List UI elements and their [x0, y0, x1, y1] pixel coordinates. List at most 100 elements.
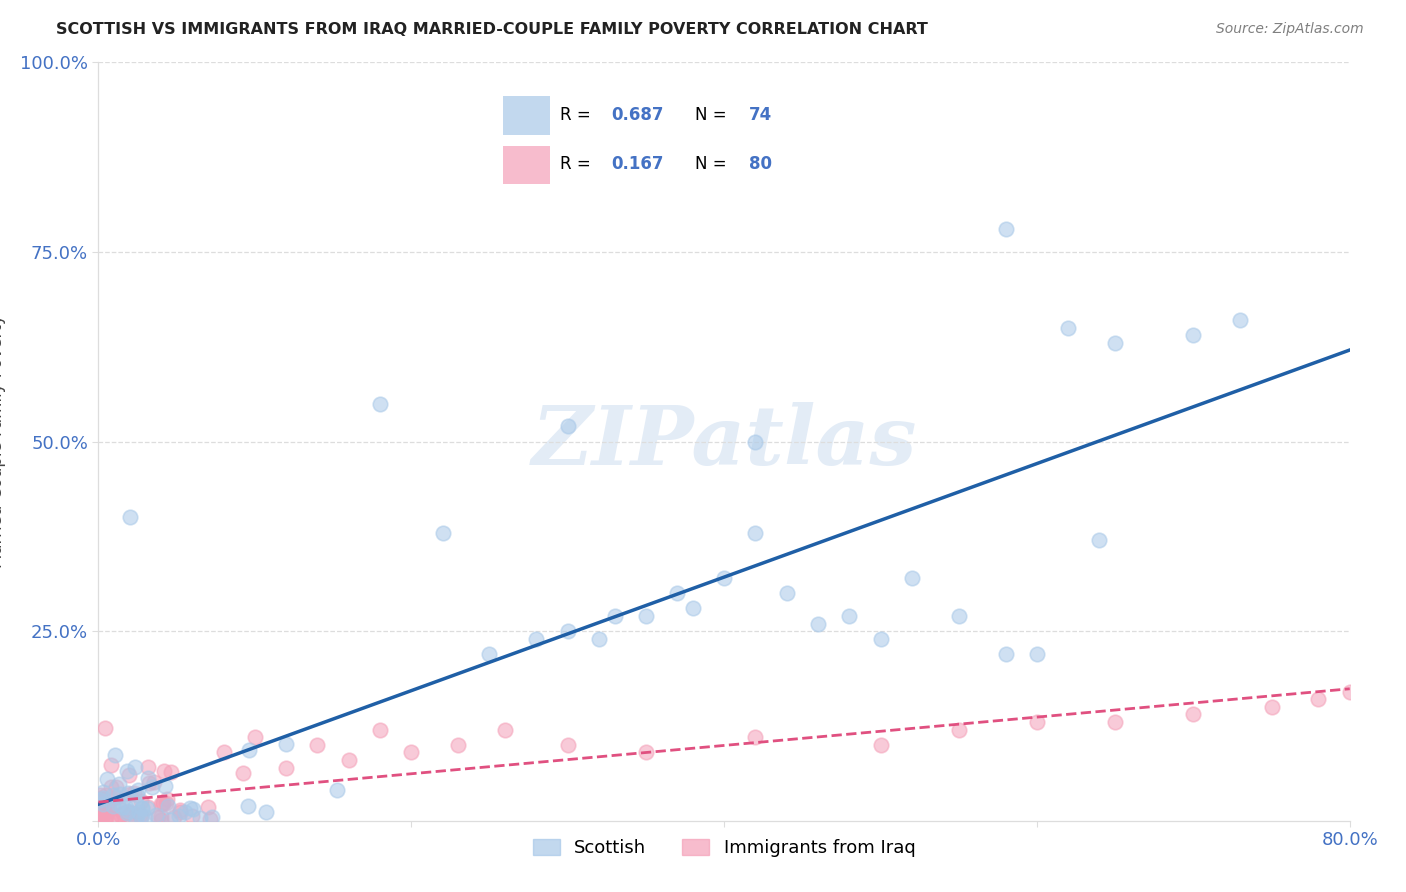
Point — [274, 760, 298, 774]
Point — [89, 813, 111, 827]
Point — [869, 738, 891, 752]
Point — [93, 785, 115, 799]
Point — [156, 799, 179, 814]
Point — [110, 807, 132, 822]
Point — [744, 434, 766, 449]
Point — [104, 747, 127, 762]
Point — [118, 787, 141, 801]
Point — [994, 222, 1017, 236]
Text: SCOTTISH VS IMMIGRANTS FROM IRAQ MARRIED-COUPLE FAMILY POVERTY CORRELATION CHART: SCOTTISH VS IMMIGRANTS FROM IRAQ MARRIED… — [56, 22, 928, 37]
Point — [128, 805, 150, 819]
Point — [117, 805, 139, 819]
Point — [201, 809, 224, 823]
Point — [179, 801, 201, 815]
Point — [155, 796, 177, 810]
Point — [150, 813, 173, 827]
Point — [152, 797, 174, 811]
Point — [557, 738, 579, 752]
Point — [93, 721, 115, 735]
Point — [776, 586, 799, 600]
Point — [634, 608, 657, 623]
Point — [1104, 335, 1126, 350]
Text: Source: ZipAtlas.com: Source: ZipAtlas.com — [1216, 22, 1364, 37]
Point — [94, 812, 117, 826]
Point — [160, 765, 183, 780]
Point — [134, 810, 156, 824]
Point — [94, 789, 117, 803]
Point — [368, 723, 391, 737]
Point — [243, 730, 266, 744]
Point — [145, 807, 167, 822]
Point — [181, 801, 204, 815]
Point — [129, 810, 152, 824]
Point — [838, 608, 860, 623]
Point — [101, 798, 124, 813]
Point — [89, 805, 111, 820]
Point — [666, 586, 689, 600]
Point — [131, 801, 153, 815]
Point — [129, 794, 152, 808]
Point — [169, 803, 191, 817]
Point — [713, 571, 735, 585]
Point — [1026, 715, 1049, 730]
Point — [557, 419, 579, 434]
Point — [125, 788, 148, 802]
Point — [90, 811, 112, 825]
Point — [149, 809, 172, 823]
Point — [125, 797, 148, 811]
Point — [1229, 313, 1251, 327]
Point — [1104, 715, 1126, 730]
Point — [115, 805, 138, 820]
Point — [135, 801, 157, 815]
Point — [103, 788, 125, 802]
Point — [118, 510, 141, 524]
Point — [634, 746, 657, 760]
Point — [1182, 707, 1205, 722]
Point — [89, 792, 111, 806]
Point — [1026, 647, 1049, 661]
Point — [900, 571, 922, 585]
Point — [1339, 685, 1361, 699]
Point — [274, 738, 297, 752]
Point — [96, 772, 118, 786]
Point — [97, 803, 120, 817]
Point — [93, 799, 115, 814]
Point — [97, 799, 120, 814]
Point — [948, 608, 970, 623]
Point — [447, 738, 470, 752]
Point — [146, 810, 169, 824]
Point — [111, 800, 134, 814]
Point — [136, 800, 159, 814]
Point — [152, 796, 174, 810]
Point — [153, 764, 176, 778]
Point — [89, 793, 111, 807]
Point — [807, 616, 830, 631]
Point — [117, 804, 139, 818]
Point — [90, 813, 112, 827]
Point — [238, 799, 260, 814]
Point — [337, 753, 360, 767]
Point — [125, 813, 148, 827]
Point — [478, 647, 501, 661]
Point — [167, 809, 190, 823]
Point — [117, 764, 139, 778]
Point — [127, 782, 149, 797]
Point — [117, 785, 139, 799]
Point — [994, 647, 1017, 661]
Point — [94, 811, 117, 825]
Point — [254, 805, 277, 820]
Text: ZIPatlas: ZIPatlas — [531, 401, 917, 482]
Point — [432, 525, 454, 540]
Point — [91, 797, 114, 811]
Point — [159, 813, 181, 827]
Point — [143, 774, 166, 789]
Point — [149, 797, 172, 811]
Point — [110, 802, 132, 816]
Point — [188, 812, 211, 826]
Point — [108, 787, 131, 801]
Point — [238, 743, 260, 757]
Point — [104, 780, 127, 794]
Point — [131, 801, 153, 815]
Point — [588, 632, 610, 646]
Point — [93, 805, 115, 819]
